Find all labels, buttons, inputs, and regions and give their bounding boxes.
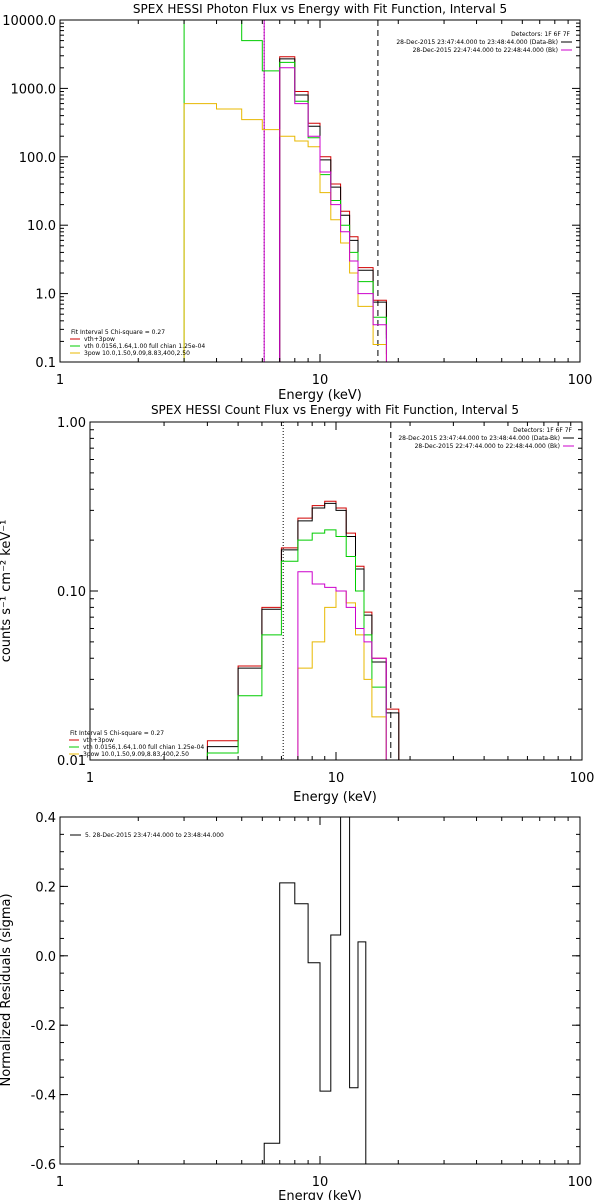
legend-item-vth-2: vth 0.0156,1.64,1.00 full chian 1.25e-04 [83, 744, 204, 751]
y-tick-label: 0.1 [35, 356, 56, 371]
y-tick-label: -0.2 [31, 1019, 56, 1034]
legend-item-3pow: 3pow 10.0,1.50,9.09,8.83,400,2.50 [84, 350, 190, 357]
x-tick-label: 1 [86, 771, 94, 786]
count-flux-xlabel: Energy (keV) [293, 790, 377, 805]
data-interval-label: 28-Dec-2015 23:47:44.000 to 23:48:44.000… [396, 39, 558, 46]
y-tick-label: 0.10 [57, 585, 86, 600]
photon-flux-series-0 [279, 56, 387, 362]
photon-flux-panel: SPEX HESSI Photon Flux vs Energy with Fi… [2, 2, 592, 403]
residuals-ylabel: Normalized Residuals (sigma) [0, 893, 14, 1086]
data-interval-label-2: 28-Dec-2015 23:47:44.000 to 23:48:44.000… [398, 435, 560, 442]
x-tick-label: 10 [312, 1175, 329, 1190]
count-flux-series-2 [206, 529, 399, 761]
photon-flux-series-2 [183, 19, 387, 362]
y-tick-label: 10000.0 [2, 14, 56, 29]
count-flux-ylabel: counts s⁻¹ cm⁻² keV⁻¹ [0, 520, 14, 663]
x-tick-label: 100 [570, 771, 595, 786]
residuals-legend-item: 5. 28-Dec-2015 23:47:44.000 to 23:48:44.… [85, 832, 224, 839]
legend-header: Fit Interval 5 Chi-square = 0.27 [71, 329, 165, 336]
y-tick-label: 100.0 [19, 151, 56, 166]
bk-interval-label-2: 28-Dec-2015 22:47:44.000 to 22:48:44.000… [415, 443, 560, 450]
y-tick-label: 0.2 [35, 880, 56, 895]
y-tick-label: 0.4 [35, 811, 56, 826]
legend-item-total: vth+3pow [84, 336, 115, 343]
x-tick-label: 1 [56, 373, 64, 388]
count-flux-annotation: Detectors: 1F 6F 7F 28-Dec-2015 23:47:44… [398, 427, 574, 450]
y-tick-label: 1000.0 [11, 82, 57, 97]
x-tick-label: 100 [568, 1175, 593, 1190]
residuals-panel: 1 10 100 -0.6 -0.4 -0.2 0.0 0.2 0.4 Energy (keV)… [0, 811, 592, 1200]
photon-flux-series-1 [279, 58, 387, 362]
residuals-series [263, 816, 378, 1165]
y-tick-label: 0.0 [35, 950, 56, 965]
detectors-label: Detectors: 1F 6F 7F [511, 31, 570, 38]
count-flux-series [206, 500, 400, 761]
y-tick-label: -0.6 [31, 1158, 56, 1173]
residuals-series-0 [263, 816, 378, 1165]
legend-item-3pow-2: 3pow 10.0,1.50,9.09,8.83,400,2.50 [83, 751, 189, 758]
y-tick-label: -0.4 [31, 1089, 56, 1104]
y-tick-label: 1.0 [35, 288, 56, 303]
legend-item-vth: vth 0.0156,1.64,1.00 full chian 1.25e-04 [84, 343, 205, 350]
legend-item-total-2: vth+3pow [83, 737, 114, 744]
detectors-label-2: Detectors: 1F 6F 7F [513, 427, 572, 434]
photon-flux-legend: Fit Interval 5 Chi-square = 0.27 vth+3po… [70, 329, 205, 357]
y-tick-label: 0.01 [57, 754, 86, 769]
count-flux-series-1 [206, 502, 400, 760]
count-flux-series-4 [297, 571, 387, 760]
x-tick-label: 10 [312, 373, 329, 388]
photon-flux-series [183, 19, 387, 362]
photon-flux-annotation: Detectors: 1F 6F 7F 28-Dec-2015 23:47:44… [396, 31, 572, 54]
photon-flux-title: SPEX HESSI Photon Flux vs Energy with Fi… [133, 2, 507, 16]
x-tick-label: 1 [56, 1175, 64, 1190]
photon-flux-series-3 [183, 103, 387, 362]
count-flux-legend: Fit Interval 5 Chi-square = 0.27 vth+3po… [69, 730, 204, 758]
x-tick-label: 10 [328, 771, 345, 786]
residuals-xlabel: Energy (keV) [278, 1189, 362, 1200]
photon-flux-series-4 [279, 67, 387, 362]
photon-flux-xlabel: Energy (keV) [278, 388, 362, 403]
y-tick-label: 10.0 [27, 219, 56, 234]
bk-interval-label: 28-Dec-2015 22:47:44.000 to 22:48:44.000… [413, 47, 558, 54]
x-tick-label: 100 [568, 373, 593, 388]
count-flux-title: SPEX HESSI Count Flux vs Energy with Fit… [151, 403, 519, 417]
y-tick-label: 1.00 [57, 416, 86, 431]
count-flux-panel: SPEX HESSI Count Flux vs Energy with Fit… [0, 403, 594, 805]
residuals-legend: 5. 28-Dec-2015 23:47:44.000 to 23:48:44.… [70, 832, 224, 839]
legend-header-2: Fit Interval 5 Chi-square = 0.27 [70, 730, 164, 737]
count-flux-series-3 [281, 590, 399, 761]
